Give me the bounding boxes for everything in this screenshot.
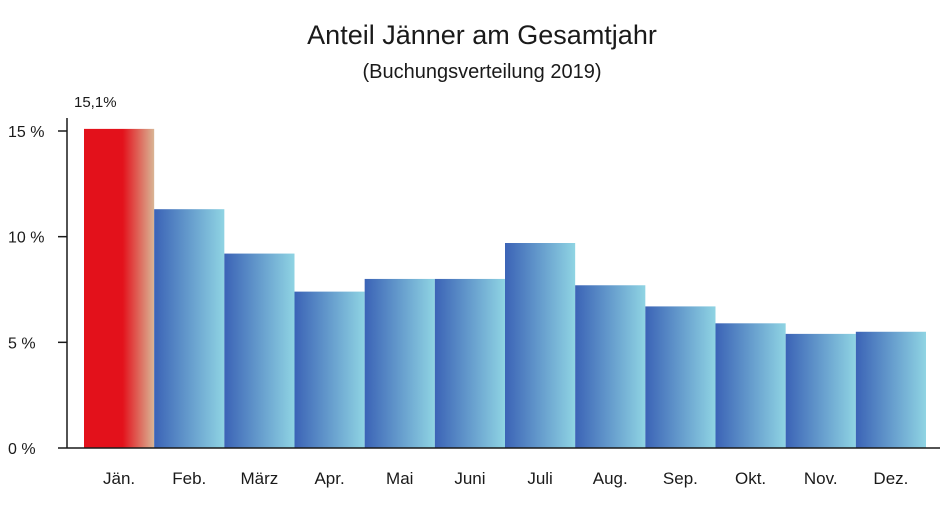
x-tick-label: März	[241, 469, 279, 488]
bar-2	[154, 209, 225, 448]
x-tick-label: Feb.	[172, 469, 206, 488]
x-tick-label: Nov.	[804, 469, 838, 488]
chart-subtitle: (Buchungsverteilung 2019)	[362, 61, 601, 83]
bar-5	[364, 278, 435, 448]
bar-11	[785, 333, 856, 448]
data-labels: 15,1%	[74, 94, 117, 111]
y-tick-label: 5 %	[8, 335, 36, 352]
x-tick-label: Juli	[527, 469, 553, 488]
x-axis-labels: Jän. Feb. März Apr. Mai Juni Juli Aug. Sep. Okt. N…	[103, 469, 908, 488]
y-tick-label: 10 %	[8, 230, 44, 247]
bar-3	[224, 253, 295, 448]
bar-9	[645, 306, 716, 448]
bar-4	[294, 291, 365, 448]
x-tick-label: Mai	[386, 469, 413, 488]
bar-6	[434, 278, 505, 448]
bars	[84, 128, 926, 449]
y-tick-label: 0 %	[8, 441, 36, 458]
bar-8	[575, 285, 646, 448]
x-tick-label: Sep.	[663, 469, 698, 488]
bar-7	[505, 243, 576, 448]
x-tick-label: Juni	[454, 469, 485, 488]
bar-10	[715, 323, 786, 448]
x-tick-label: Jän.	[103, 469, 135, 488]
bar-12	[855, 331, 926, 448]
data-label: 15,1%	[74, 94, 117, 111]
x-tick-label: Dez.	[873, 469, 908, 488]
x-tick-label: Okt.	[735, 469, 766, 488]
chart-title: Anteil Jänner am Gesamtjahr	[307, 20, 657, 50]
x-tick-label: Apr.	[314, 469, 344, 488]
bar-1	[84, 128, 155, 449]
y-tick-label: 15 %	[8, 124, 44, 141]
y-axis: 0 % 5 % 10 % 15 %	[8, 124, 67, 458]
x-tick-label: Aug.	[593, 469, 628, 488]
